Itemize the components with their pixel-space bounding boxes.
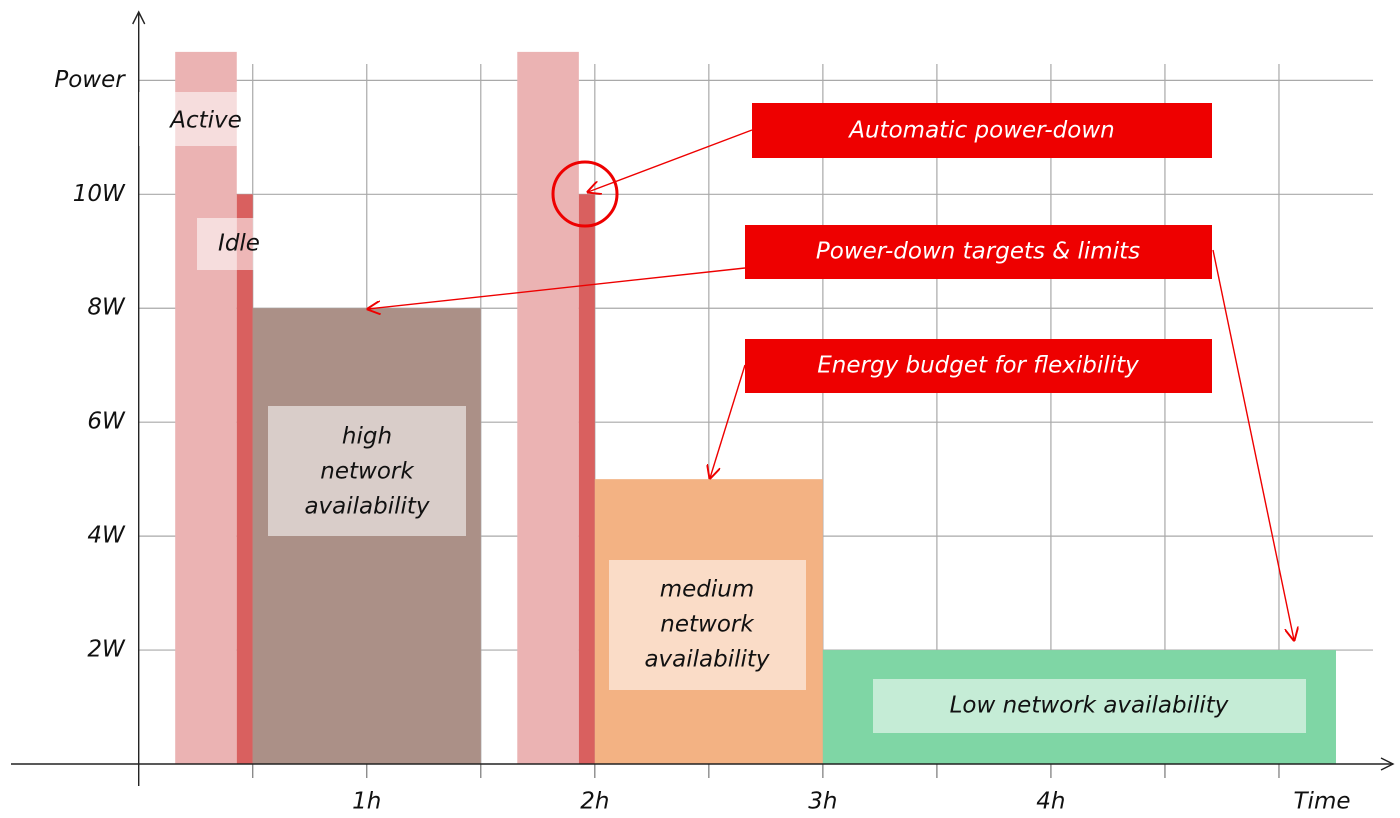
power-block [236, 194, 253, 764]
label-box [268, 406, 466, 536]
block-label: availability [644, 647, 769, 673]
x-tick-label: 3h [808, 789, 837, 815]
block-label: Idle [218, 231, 260, 257]
block-label: availability [304, 494, 429, 520]
y-tick-label: 8W [87, 295, 126, 321]
y-tick-label: Power [54, 67, 126, 93]
x-axis-label: Time [1294, 789, 1351, 815]
y-tick-label: 6W [87, 409, 126, 435]
label-box [139, 92, 252, 146]
plot: Active Idle high network availability medium n… [11, 10, 1395, 815]
block-label: network [320, 459, 415, 485]
annotation: Automatic power-down [847, 118, 1114, 144]
block-label: high [342, 424, 392, 450]
power-block [252, 308, 481, 764]
annotation: Energy budget for flexibility [817, 353, 1139, 379]
power-block [578, 194, 595, 764]
block-label: Low network availability [950, 693, 1229, 719]
y-tick-label: 2W [87, 637, 126, 663]
label-box [873, 679, 1306, 733]
y-axis-arrow [132, 10, 146, 25]
arrow [710, 364, 746, 478]
annotation-box [745, 225, 1212, 279]
x-tick-label: 4h [1036, 789, 1065, 815]
arrow [588, 129, 753, 192]
x-tick-label: 1h [352, 789, 381, 815]
annotation-box [745, 339, 1212, 393]
block-label: Active [168, 108, 242, 134]
y-tick-label: 10W [73, 181, 126, 207]
power-block [175, 51, 237, 765]
annotations: Automatic power-down Power-down targets … [368, 103, 1294, 640]
block-label: medium [660, 577, 755, 603]
block-label: network [660, 612, 755, 638]
annotation: Power-down targets & limits [816, 239, 1140, 265]
y-tick-label: 4W [87, 523, 126, 549]
arrow [368, 267, 746, 309]
label-box [197, 218, 268, 270]
x-axis-arrow [1380, 757, 1395, 771]
label-box [609, 560, 806, 690]
arrow [1212, 249, 1294, 640]
highlight-circle [551, 160, 619, 228]
power-block [517, 51, 579, 765]
x-tick-label: 2h [580, 789, 609, 815]
annotation-box [752, 103, 1212, 158]
